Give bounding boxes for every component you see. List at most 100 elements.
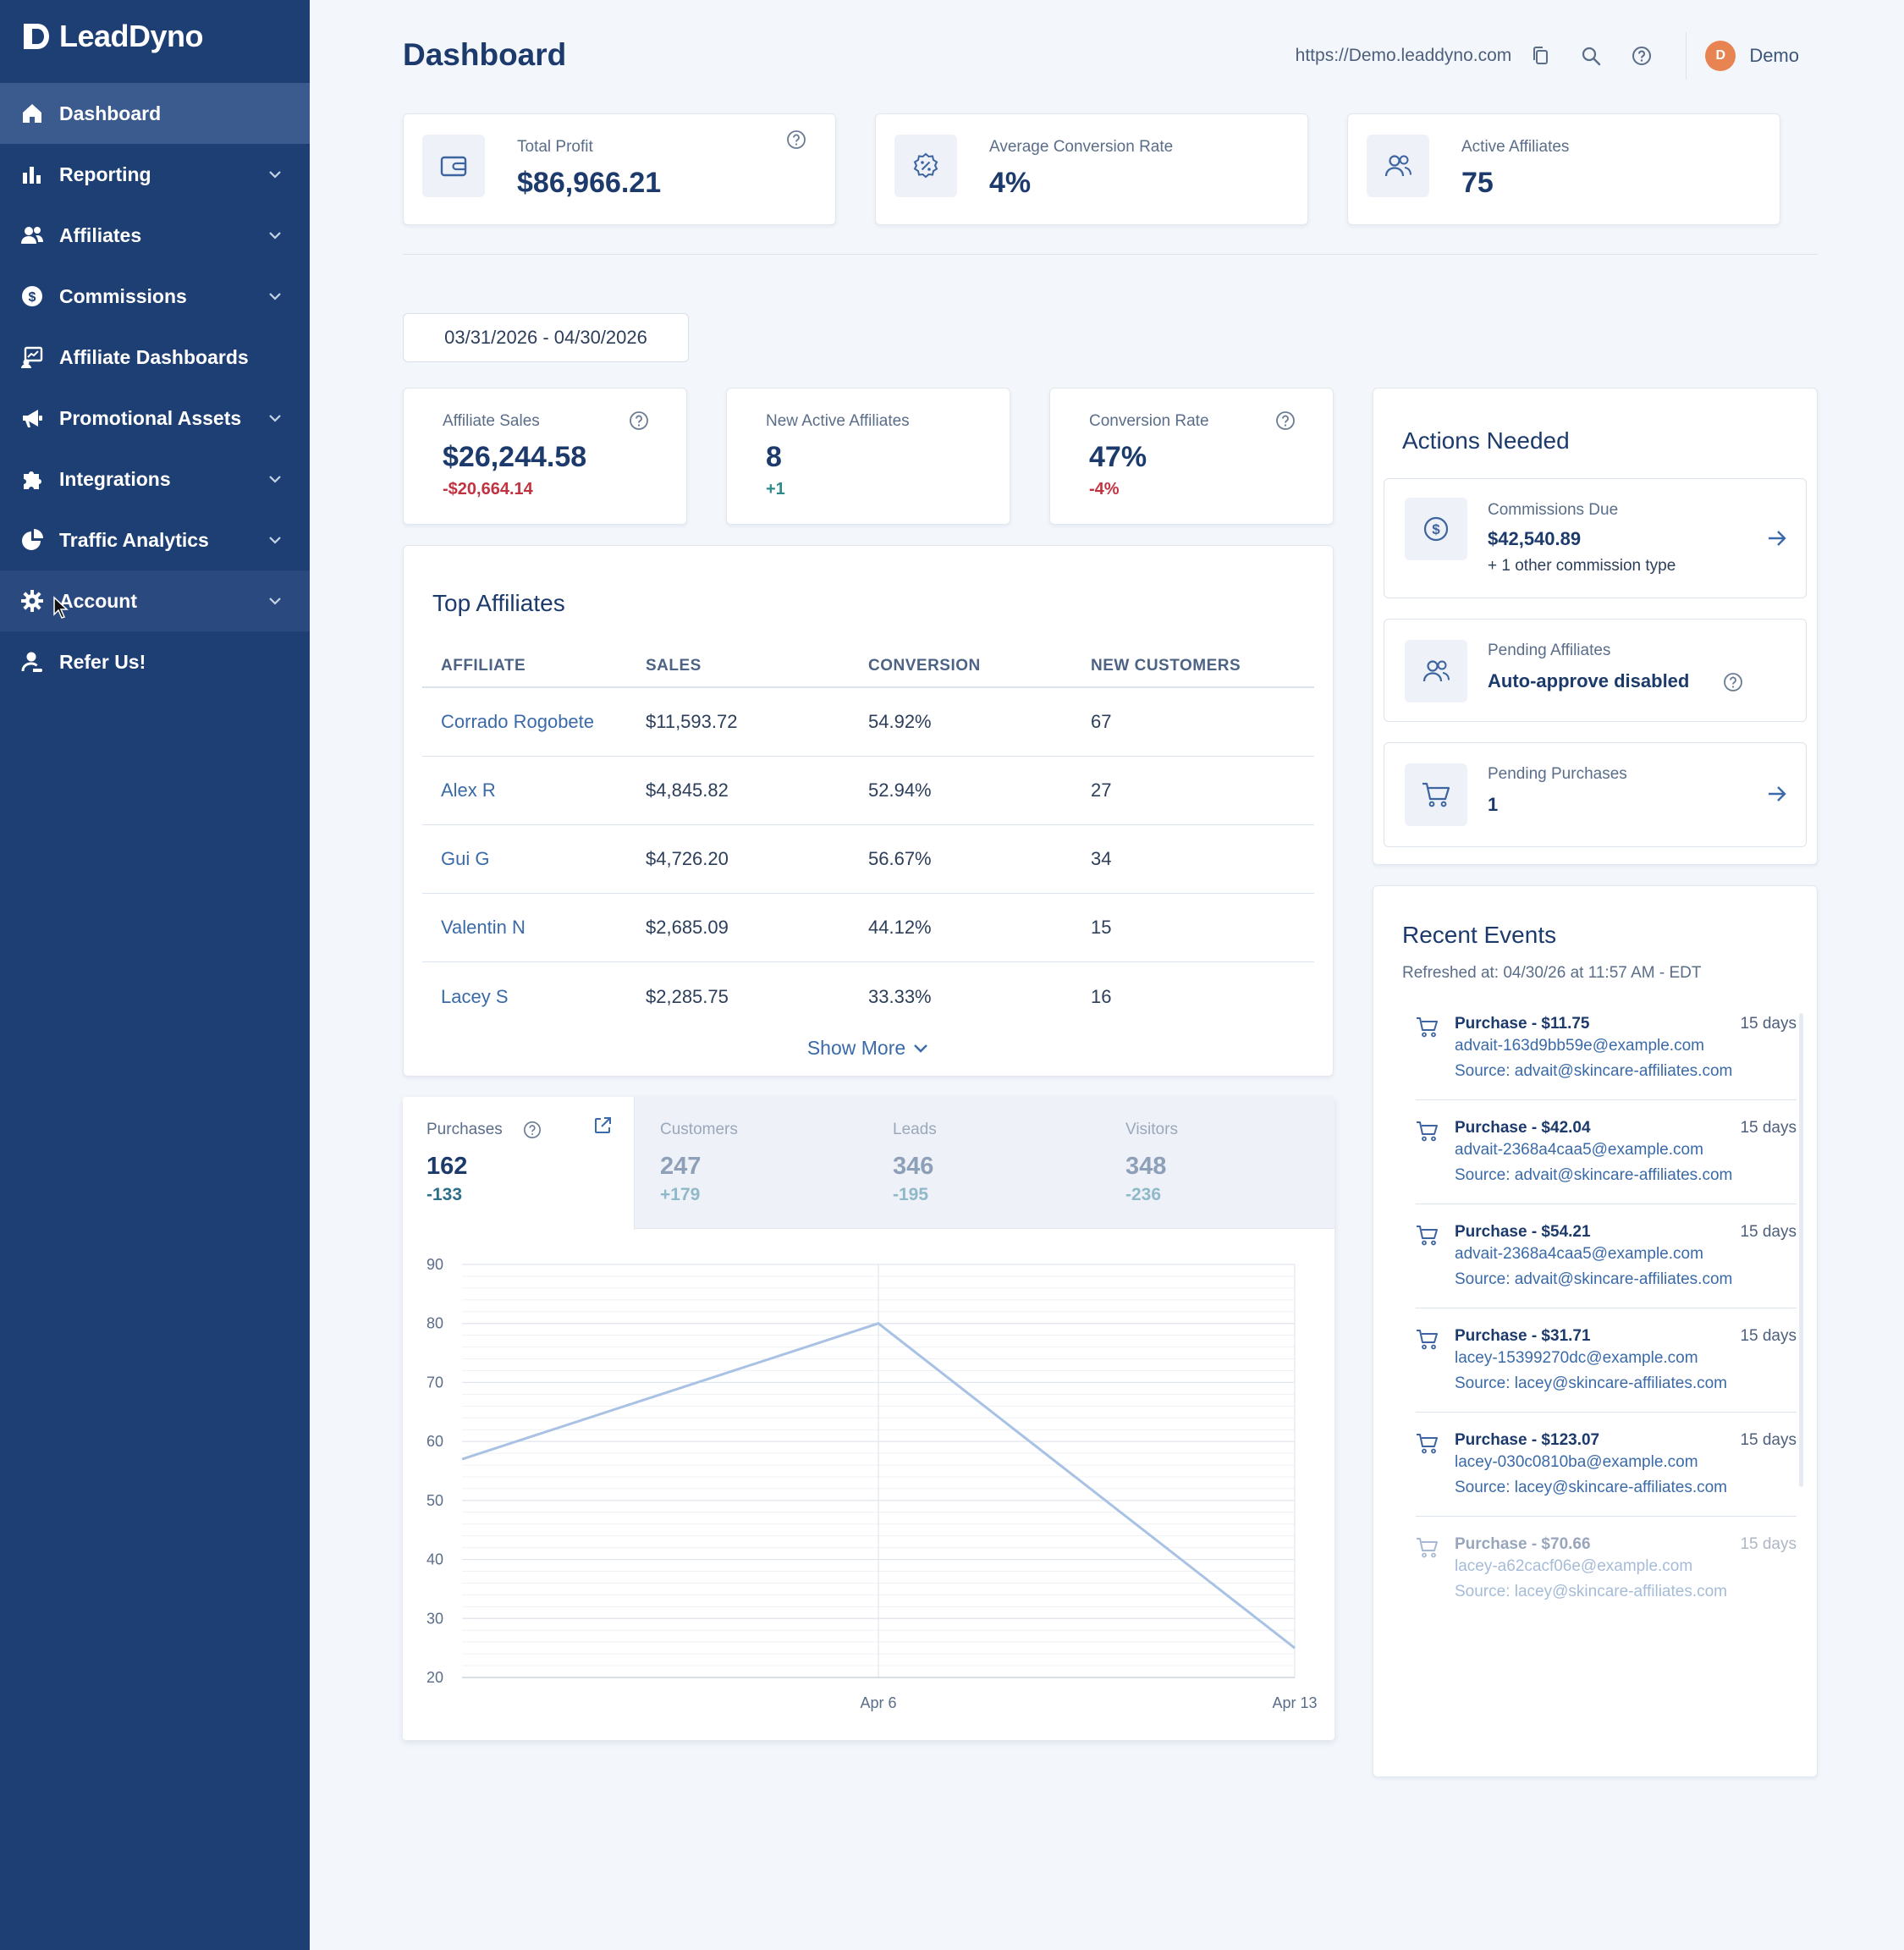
column-header-sales[interactable]: SALES	[646, 657, 702, 675]
help-icon[interactable]	[1723, 672, 1743, 692]
affiliate-name-link[interactable]: Valentin N	[441, 917, 526, 938]
chevron-down-icon[interactable]	[266, 165, 284, 184]
affiliate-name-link[interactable]: Lacey S	[441, 985, 509, 1007]
tab-visitors[interactable]: Visitors 348 -236	[1102, 1097, 1334, 1229]
new-customers-cell: 15	[1091, 917, 1112, 938]
kpi-value: $86,966.21	[517, 167, 662, 199]
chevron-down-icon[interactable]	[266, 409, 284, 427]
sidebar-item-promotional-assets[interactable]: Promotional Assets	[0, 388, 310, 449]
help-icon[interactable]	[786, 129, 806, 150]
sidebar-item-account[interactable]: Account	[0, 570, 310, 631]
event-email[interactable]: lacey-030c0810ba@example.com	[1455, 1453, 1698, 1471]
affiliate-name-link[interactable]: Alex R	[441, 779, 496, 801]
events-list: Purchase - $11.75 15 days advait-163d9bb59…	[1416, 1015, 1797, 1639]
list-item[interactable]: Purchase - $70.66 15 days lacey-a62cacf06e…	[1416, 1535, 1797, 1620]
gear-icon	[21, 590, 43, 612]
help-icon[interactable]	[523, 1121, 542, 1139]
tab-delta: +179	[660, 1185, 701, 1204]
date-range-picker[interactable]: 03/31/2026 - 04/30/2026	[403, 313, 689, 362]
list-item[interactable]: Purchase - $123.07 15 days lacey-030c0810b…	[1416, 1431, 1797, 1517]
chevron-down-icon[interactable]	[266, 226, 284, 245]
chevron-down-icon[interactable]	[266, 592, 284, 610]
sales-cell: $11,593.72	[646, 711, 738, 732]
sidebar-item-affiliate-dashboards[interactable]: Affiliate Dashboards	[0, 327, 310, 388]
users-outline-icon	[1405, 640, 1467, 702]
tab-customers[interactable]: Customers 247 +179	[636, 1097, 869, 1229]
sidebar-item-reporting[interactable]: Reporting	[0, 144, 310, 205]
new-customers-cell: 34	[1091, 848, 1112, 869]
sidebar-item-commissions[interactable]: $ Commissions	[0, 266, 310, 327]
event-email[interactable]: advait-163d9bb59e@example.com	[1455, 1037, 1704, 1055]
help-icon[interactable]	[629, 410, 649, 431]
event-email[interactable]: lacey-15399270dc@example.com	[1455, 1349, 1698, 1367]
event-email[interactable]: advait-2368a4caa5@example.com	[1455, 1245, 1703, 1263]
sidebar-item-label: Dashboard	[59, 102, 162, 124]
avatar[interactable]: D	[1705, 41, 1736, 71]
event-time: 15 days	[1740, 1431, 1797, 1449]
show-more-label: Show More	[806, 1037, 906, 1059]
wallet-icon	[422, 135, 485, 197]
affiliate-name-link[interactable]: Gui G	[441, 848, 490, 869]
external-link-icon[interactable]	[592, 1115, 613, 1136]
top-affiliates-table: AFFILIATE SALES CONVERSION NEW CUSTOMERS…	[422, 646, 1314, 1031]
action-pending-affiliates[interactable]: Pending Affiliates Auto-approve disabled	[1384, 619, 1807, 722]
kpi-value: 4%	[989, 167, 1032, 199]
action-sub: + 1 other commission type	[1488, 557, 1676, 575]
conversion-cell: 44.12%	[868, 917, 932, 938]
action-label: Pending Affiliates	[1488, 642, 1611, 659]
action-pending-purchases[interactable]: Pending Purchases 1	[1384, 742, 1807, 847]
chevron-down-icon[interactable]	[266, 470, 284, 488]
user-name[interactable]: Demo	[1749, 45, 1799, 66]
column-header-new-customers[interactable]: NEW CUSTOMERS	[1091, 657, 1241, 675]
cart-icon	[1417, 1330, 1438, 1350]
conversion-cell: 54.92%	[868, 711, 932, 732]
affiliate-url: https://Demo.leaddyno.com	[1295, 46, 1512, 65]
x-tick-label: Apr 13	[1272, 1694, 1317, 1711]
kpi-label: Active Affiliates	[1461, 138, 1570, 156]
sidebar-item-traffic-analytics[interactable]: Traffic Analytics	[0, 510, 310, 570]
logo[interactable]: LeadDyno	[0, 0, 310, 73]
y-tick-label: 30	[426, 1610, 443, 1627]
sidebar-item-affiliates[interactable]: Affiliates	[0, 205, 310, 266]
svg-text:$: $	[1432, 521, 1440, 537]
show-more-button[interactable]: Show More	[404, 1037, 1333, 1060]
list-item[interactable]: Purchase - $42.04 15 days advait-2368a4caa…	[1416, 1119, 1797, 1204]
affiliate-name-link[interactable]: Corrado Rogobete	[441, 711, 595, 732]
event-email[interactable]: advait-2368a4caa5@example.com	[1455, 1141, 1703, 1159]
tab-label: Leads	[893, 1121, 937, 1138]
chevron-down-icon[interactable]	[266, 287, 284, 306]
column-header-affiliate[interactable]: AFFILIATE	[441, 657, 526, 675]
event-email[interactable]: lacey-a62cacf06e@example.com	[1455, 1557, 1693, 1575]
arrow-right-icon[interactable]	[1765, 782, 1789, 806]
section-title: Top Affiliates	[432, 590, 565, 616]
event-time: 15 days	[1740, 1119, 1797, 1137]
copy-icon[interactable]	[1528, 44, 1552, 68]
y-tick-label: 70	[426, 1374, 443, 1391]
event-title: Purchase - $54.21	[1455, 1223, 1591, 1241]
sales-cell: $4,845.82	[646, 779, 729, 801]
tab-purchases[interactable]: Purchases 162 -133	[403, 1097, 635, 1230]
stat-label: New Active Affiliates	[766, 412, 910, 430]
list-item[interactable]: Purchase - $54.21 15 days advait-2368a4caa…	[1416, 1223, 1797, 1308]
chevron-down-icon[interactable]	[266, 531, 284, 549]
list-item[interactable]: Purchase - $11.75 15 days advait-163d9bb59…	[1416, 1015, 1797, 1100]
scrollbar[interactable]	[1799, 1013, 1803, 1487]
y-tick-label: 90	[426, 1256, 443, 1273]
action-label: Commissions Due	[1488, 501, 1619, 519]
list-item[interactable]: Purchase - $31.71 15 days lacey-15399270dc…	[1416, 1327, 1797, 1413]
sidebar-item-refer-us[interactable]: Refer Us!	[0, 631, 310, 692]
help-icon[interactable]	[1275, 410, 1296, 431]
event-time: 15 days	[1740, 1327, 1797, 1345]
tab-label: Visitors	[1125, 1121, 1178, 1138]
action-commissions-due[interactable]: $ Commissions Due $42,540.89 + 1 other c…	[1384, 478, 1807, 598]
search-icon[interactable]	[1579, 44, 1603, 68]
tab-leads[interactable]: Leads 346 -195	[869, 1097, 1102, 1229]
sidebar-item-dashboard[interactable]: Dashboard	[0, 83, 310, 144]
arrow-right-icon[interactable]	[1765, 526, 1789, 550]
help-icon[interactable]	[1630, 44, 1654, 68]
kpi-label: Average Conversion Rate	[989, 138, 1174, 156]
sidebar-item-integrations[interactable]: Integrations	[0, 449, 310, 510]
event-source: Source: advait@skincare-affiliates.com	[1455, 1270, 1733, 1288]
kpi-value: 75	[1461, 167, 1494, 199]
column-header-conversion[interactable]: CONVERSION	[868, 657, 981, 675]
